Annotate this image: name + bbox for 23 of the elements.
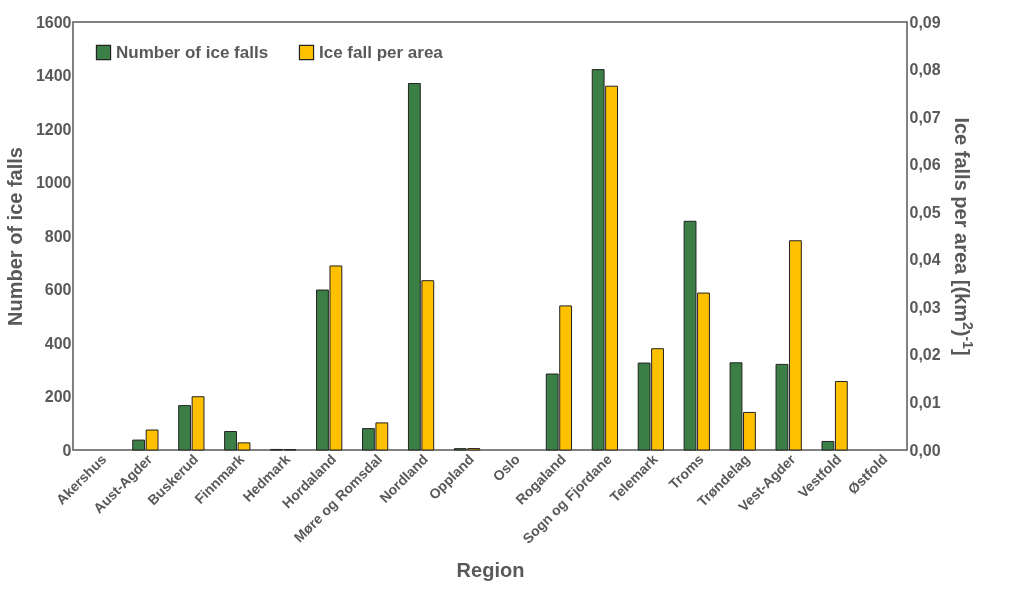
y2-tick-label: 0,07 [909,108,941,126]
y-tick-label: 200 [44,388,72,405]
y-tick-label: 1400 [35,67,72,84]
y2-tick-label: 0,03 [909,298,941,316]
legend-label: Number of ice falls [116,42,269,62]
y-tick-label: 0 [62,441,72,459]
y-axis-title: Number of ice falls [3,147,26,326]
y2-tick-label: 0,09 [909,13,941,31]
y2-tick-label: 0,02 [909,346,941,364]
y-tick-label: 600 [44,281,72,298]
y2-tick-label: 0,05 [909,203,941,221]
y2-tick-label: 0,08 [909,61,941,79]
y2-tick-label: 0,06 [909,156,941,174]
y2-tick-label: 0,04 [909,251,941,269]
y2-tick-label: 0,00 [909,441,941,459]
y-tick-label: 800 [44,227,72,245]
y2-tick-label: 0,01 [909,393,941,411]
y-tick-label: 1600 [35,13,72,31]
y-tick-label: 400 [44,334,72,352]
y-tick-label: 1200 [35,120,72,138]
x-axis-title: Region [456,558,525,581]
y-tick-label: 1000 [35,174,72,191]
legend-label: Ice fall per area [319,42,444,62]
